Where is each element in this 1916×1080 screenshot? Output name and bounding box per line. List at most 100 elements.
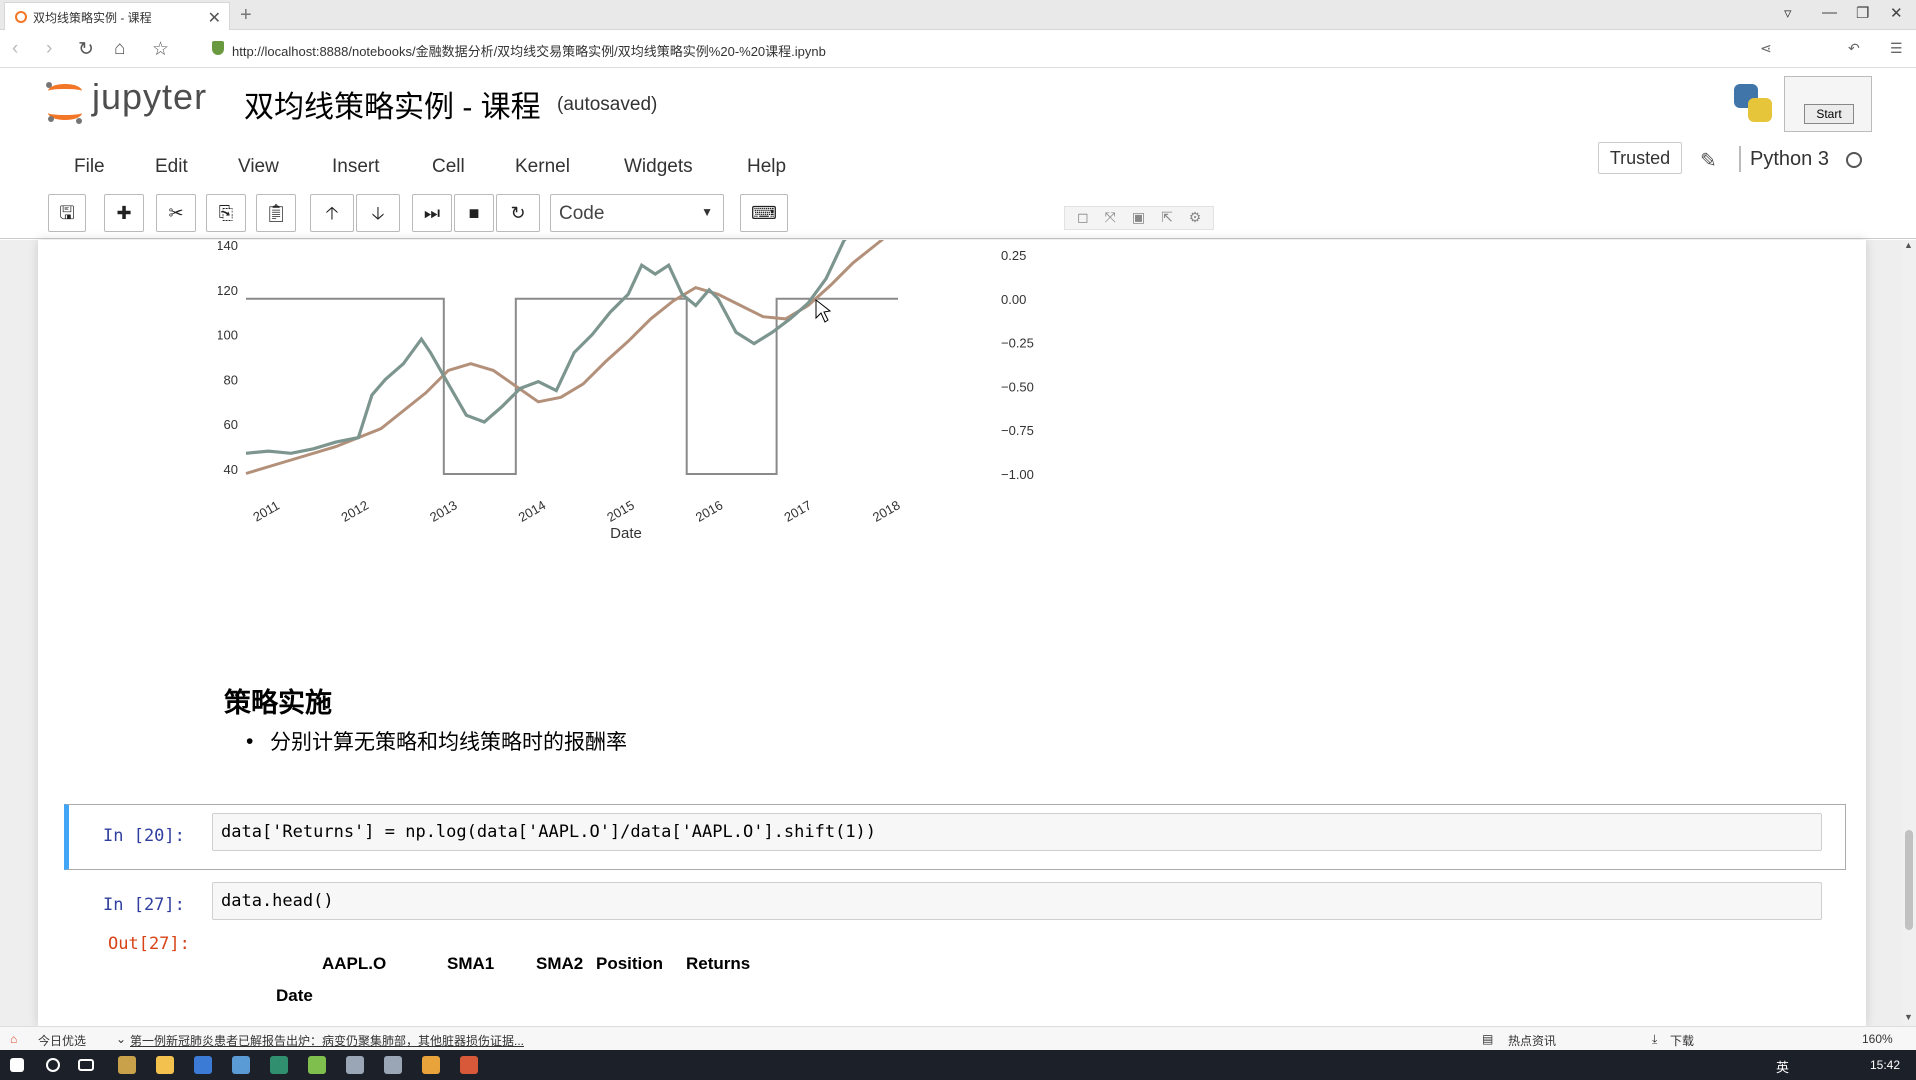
header-divider [0,238,1916,239]
app-taskbar-icon[interactable] [308,1056,326,1074]
jupyter-header: jupyter 双均线策略实例 - 课程 (autosaved) Start F… [0,68,1916,240]
minimize-icon[interactable]: — [1822,4,1837,21]
input-prompt: In [20]: [103,826,185,846]
gift-icon[interactable]: ⌂ [10,1032,18,1046]
move-up-icon[interactable]: 🡡 [310,194,354,232]
save-icon[interactable]: 🖫 [48,194,86,232]
menu-help[interactable]: Help [747,156,787,177]
windows-start-icon[interactable] [10,1058,24,1072]
app-taskbar-icon[interactable] [270,1056,288,1074]
trusted-indicator[interactable]: Trusted [1598,142,1682,174]
code-cell-27[interactable]: In [27]: data.head() Out[27]: AAPL.O SMA… [64,874,1846,1022]
copy-icon[interactable]: ⎘ [206,194,246,232]
figure-save-icon[interactable]: ▣ [1131,209,1146,225]
restart-icon[interactable]: ↻ [496,194,540,232]
code-editor[interactable]: data['Returns'] = np.log(data['AAPL.O']/… [212,813,1822,851]
keyboard-icon[interactable]: ⌨ [740,194,788,232]
search-icon[interactable] [46,1058,60,1072]
taskbar-clock: 15:42 [1870,1058,1901,1072]
restore-icon[interactable]: ❐ [1856,5,1870,22]
browser-tab[interactable]: 双均线策略实例 - 课程 ✕ [4,2,230,30]
y-right-tick-label: 0.00 [1001,292,1026,307]
move-down-icon[interactable]: 🡣 [356,194,400,232]
status-download[interactable]: 下载 [1670,1034,1695,1048]
insert-cell-icon[interactable]: ✚ [104,194,144,232]
menu-view[interactable]: View [238,156,279,177]
scroll-up-icon[interactable]: ▲ [1904,240,1913,250]
y-right-tick-label: −0.50 [1001,379,1034,394]
edit-pencil-icon[interactable]: ✎ [1700,150,1717,172]
folder-taskbar-icon[interactable] [156,1056,174,1074]
figure-settings-icon[interactable]: ⚙ [1188,209,1202,225]
window-pin-icon[interactable]: ▿ [1784,5,1792,22]
app-taskbar-icon[interactable] [232,1056,250,1074]
mouse-cursor-icon [815,298,832,323]
close-window-icon[interactable]: ✕ [1890,5,1903,22]
reload-icon[interactable]: ↻ [78,39,94,60]
notebook-title[interactable]: 双均线策略实例 - 课程 [244,91,541,124]
browser-status-bar: ⌂ 今日优选 ⌄ 第一例新冠肺炎患者已解报告出炉：病变仍聚集肺部，其他脏器损伤证… [0,1026,1916,1050]
code-cell-20[interactable]: In [20]: data['Returns'] = np.log(data['… [64,804,1846,870]
browser-menu-icon[interactable]: ☰ [1890,40,1903,56]
back-icon[interactable]: ‹ [12,38,19,59]
df-column-header: SMA2 [536,954,584,973]
app-taskbar-icon[interactable] [346,1056,364,1074]
bookmark-star-icon[interactable]: ☆ [152,39,170,60]
y-right-tick-label: 0.25 [1001,248,1026,263]
task-view-icon[interactable] [78,1059,94,1071]
scroll-down-icon[interactable]: ▼ [1904,1012,1913,1022]
page-scrollbar[interactable]: ▲ ▼ [1902,240,1916,1026]
menu-widgets[interactable]: Widgets [624,156,693,177]
news-icon[interactable]: ▤ [1482,1032,1494,1046]
address-bar[interactable]: http://localhost:8888/notebooks/金融数据分析/双… [232,44,826,59]
cut-icon[interactable]: ✂ [156,194,196,232]
y-right-tick-label: −0.25 [1001,336,1034,351]
menu-file[interactable]: File [74,156,105,177]
undo-icon[interactable]: ↶ [1848,40,1860,56]
browser-taskbar-icon[interactable] [118,1056,136,1074]
notebook-container: 40 60 80 100 120 140 0.25 0.00 −0.25 −0.50 −0.75 −1… [0,206,1916,1026]
app-taskbar-icon[interactable] [422,1056,440,1074]
paste-icon[interactable]: 📋︎ [256,194,296,232]
figure-home-icon[interactable]: ◻ [1077,209,1089,225]
markdown-heading: 策略实施 [224,688,332,718]
new-tab-icon[interactable]: + [240,4,252,26]
start-button[interactable]: Start [1804,104,1854,124]
status-hot-news[interactable]: 热点资讯 [1508,1034,1557,1048]
wechat-taskbar-icon[interactable] [384,1056,402,1074]
menu-insert[interactable]: Insert [332,156,380,177]
status-today-picks[interactable]: 今日优选 [38,1034,87,1048]
code-editor[interactable]: data.head() [212,882,1822,920]
close-tab-icon[interactable]: ✕ [207,10,221,27]
forward-icon[interactable]: › [46,38,53,59]
menu-kernel[interactable]: Kernel [515,156,570,177]
cell-type-select[interactable]: Code ▼ [550,194,724,232]
menu-edit[interactable]: Edit [155,156,188,177]
menu-cell[interactable]: Cell [432,156,465,177]
x-tick-label: 2011 [250,498,282,525]
jupyter-wordmark[interactable]: jupyter [92,76,208,117]
y-left-tick-label: 40 [224,462,238,477]
news-ticker[interactable]: 第一例新冠肺炎患者已解报告出炉：病变仍聚集肺部，其他脏器损伤证据... [130,1034,525,1048]
df-column-header: AAPL.O [322,954,387,973]
input-prompt: In [27]: [103,895,185,915]
scroll-thumb[interactable] [1905,830,1913,930]
home-icon[interactable]: ⌂ [114,38,126,59]
ime-indicator[interactable]: 英 [1776,1060,1790,1075]
figure-export-icon[interactable]: ⇱ [1161,209,1173,225]
os-taskbar: 英 15:42 [0,1050,1916,1080]
expand-news-icon[interactable]: ⌄ [116,1032,127,1046]
chevron-down-icon: ▼ [701,205,713,219]
jupyter-favicon-icon [15,11,27,23]
browser-tab-bar: 双均线策略实例 - 课程 ✕ + ▿ — ❐ ✕ [0,0,1916,30]
jupyter-logo-icon[interactable] [46,82,84,124]
share-icon[interactable]: ⋖ [1760,40,1772,56]
app-taskbar-icon[interactable] [194,1056,212,1074]
run-icon[interactable]: ⏭ [412,194,452,232]
app-taskbar-icon[interactable] [460,1056,478,1074]
notebook-toolbar: 🖫 ✚ ✂ ⎘ 📋︎ 🡡 🡣 ⏭ ■ ↻ Code ▼ ⌨ [0,190,1916,240]
download-icon[interactable]: ⤓ [1652,1032,1658,1046]
status-zoom[interactable]: 160% [1862,1032,1893,1046]
figure-expand-icon[interactable]: ⤧ [1104,209,1116,225]
interrupt-icon[interactable]: ■ [454,194,494,232]
